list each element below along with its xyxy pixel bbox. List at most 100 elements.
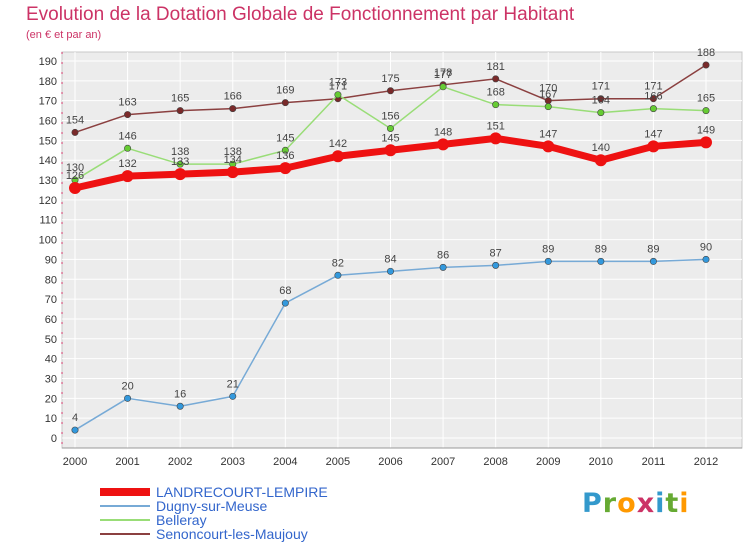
data-point — [594, 154, 607, 167]
data-point — [281, 299, 289, 307]
legend-label: LANDRECOURT-LEMPIRE — [156, 484, 328, 500]
y-tick-label: 60 — [45, 314, 57, 326]
data-label: 4 — [72, 412, 78, 424]
data-label: 171 — [592, 81, 610, 93]
legend-item[interactable]: LANDRECOURT-LEMPIRE — [100, 484, 328, 500]
plot-area — [61, 51, 743, 449]
x-tick-label: 2006 — [378, 456, 402, 468]
x-tick-label: 2001 — [115, 456, 139, 468]
y-tick-label: 110 — [39, 215, 57, 227]
data-point — [439, 83, 447, 91]
data-label: 89 — [542, 243, 554, 255]
data-label: 166 — [644, 91, 662, 103]
proxiti-logo: Proxiti — [582, 488, 690, 519]
data-point — [176, 402, 184, 410]
data-point — [597, 109, 605, 117]
data-point — [702, 107, 710, 115]
data-label: 163 — [118, 97, 136, 109]
data-point — [544, 257, 552, 265]
legend-swatch — [100, 505, 150, 507]
data-label: 145 — [381, 132, 399, 144]
data-label: 126 — [66, 170, 84, 182]
legend-item[interactable]: Dugny-sur-Meuse — [100, 498, 328, 514]
data-point — [229, 392, 237, 400]
y-tick-label: 100 — [39, 235, 57, 247]
data-point — [649, 105, 657, 113]
data-label: 68 — [279, 285, 291, 297]
y-tick-label: 190 — [39, 56, 57, 68]
x-tick-label: 2011 — [642, 456, 666, 468]
y-tick-label: 160 — [39, 116, 57, 128]
grid-lines — [62, 52, 742, 448]
legend-swatch — [100, 519, 150, 521]
data-label: 140 — [592, 142, 610, 154]
data-label: 84 — [384, 253, 396, 265]
data-label: 21 — [227, 378, 239, 390]
data-point — [492, 261, 500, 269]
data-label: 132 — [118, 158, 136, 170]
data-label: 16 — [174, 388, 186, 400]
data-point — [542, 140, 555, 153]
data-label: 149 — [697, 124, 715, 136]
legend-swatch — [100, 488, 150, 496]
data-point — [71, 426, 79, 434]
data-label: 146 — [118, 130, 136, 142]
data-label: 130 — [66, 162, 84, 174]
data-point — [702, 61, 710, 69]
y-tick-label: 130 — [39, 175, 57, 187]
y-tick-label: 20 — [45, 393, 57, 405]
data-point — [597, 257, 605, 265]
y-tick-label: 170 — [39, 96, 57, 108]
legend-label: Dugny-sur-Meuse — [156, 498, 268, 514]
data-point — [124, 394, 132, 402]
legend-label: Senoncourt-les-Maujouy — [156, 526, 308, 542]
data-label: 165 — [171, 93, 189, 105]
data-label: 148 — [434, 126, 452, 138]
data-point — [121, 170, 134, 183]
logo-letter: i — [655, 488, 666, 519]
legend-item[interactable]: Belleray — [100, 512, 328, 528]
data-point — [386, 267, 394, 275]
data-point — [544, 103, 552, 111]
chart-title: Evolution de la Dotation Globale de Fonc… — [26, 4, 575, 25]
data-point — [331, 150, 344, 163]
y-tick-label: 80 — [45, 274, 57, 286]
data-label: 165 — [697, 93, 715, 105]
data-point — [647, 140, 660, 153]
data-label: 173 — [329, 77, 347, 89]
x-tick-label: 2000 — [63, 456, 87, 468]
data-label: 167 — [539, 89, 557, 101]
data-label: 188 — [697, 47, 715, 59]
data-point — [700, 136, 712, 149]
data-label: 175 — [381, 73, 399, 85]
data-point — [386, 87, 394, 95]
data-point — [174, 168, 187, 181]
logo-letter: o — [617, 488, 637, 519]
data-point — [226, 166, 239, 179]
logo-letter: P — [582, 488, 603, 519]
legend-label: Belleray — [156, 512, 207, 528]
data-label: 89 — [595, 243, 607, 255]
data-point — [176, 107, 184, 115]
x-tick-label: 2005 — [326, 456, 350, 468]
legend-item[interactable]: Senoncourt-les-Maujouy — [100, 526, 328, 542]
y-tick-label: 50 — [45, 334, 57, 346]
logo-letter: r — [602, 488, 618, 519]
data-point — [69, 181, 81, 194]
data-point — [124, 111, 132, 119]
data-point — [649, 95, 657, 103]
data-point — [71, 128, 79, 136]
data-point — [229, 105, 237, 113]
data-point — [489, 132, 502, 145]
x-tick-label: 2008 — [483, 456, 507, 468]
series-layer — [69, 61, 712, 434]
x-tick-label: 2012 — [694, 456, 718, 468]
y-tick-label: 120 — [39, 195, 57, 207]
data-point — [597, 95, 605, 103]
y-tick-label: 40 — [45, 354, 57, 366]
data-label: 138 — [171, 146, 189, 158]
x-tick-label: 2002 — [168, 456, 192, 468]
data-label: 142 — [329, 138, 347, 150]
data-point — [439, 263, 447, 271]
